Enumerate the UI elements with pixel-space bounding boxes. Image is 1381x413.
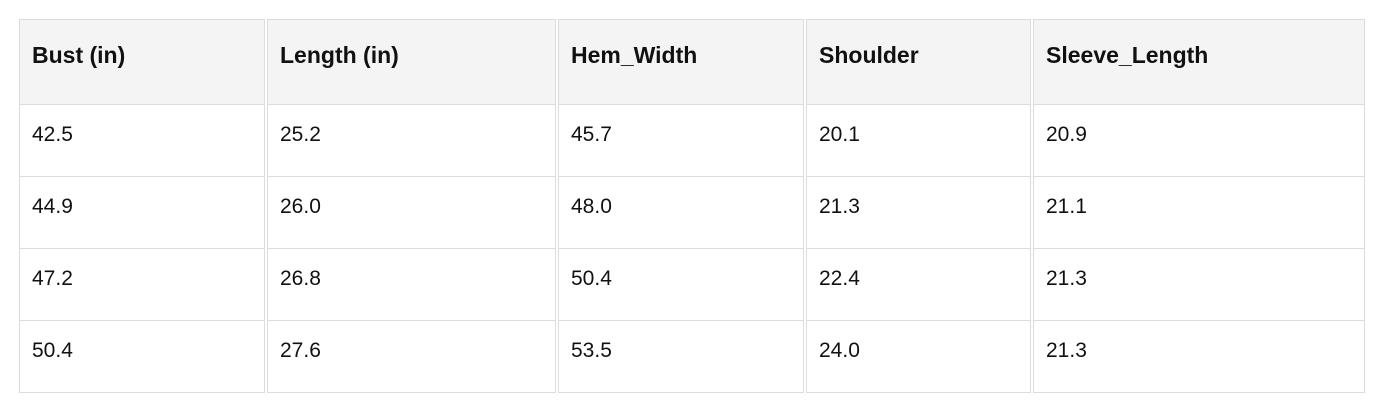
table-cell: 26.8 <box>267 249 556 321</box>
table-cell: 50.4 <box>19 321 265 393</box>
table-row: 44.9 26.0 48.0 21.3 21.1 <box>19 177 1365 249</box>
table-cell: 20.1 <box>806 105 1031 177</box>
table-cell: 24.0 <box>806 321 1031 393</box>
table-cell: 26.0 <box>267 177 556 249</box>
table-cell: 53.5 <box>558 321 804 393</box>
table-cell: 27.6 <box>267 321 556 393</box>
column-header: Length (in) <box>267 19 556 105</box>
measurements-table: Bust (in) Length (in) Hem_Width Shoulder… <box>17 19 1367 393</box>
header-row: Bust (in) Length (in) Hem_Width Shoulder… <box>19 19 1365 105</box>
column-header: Hem_Width <box>558 19 804 105</box>
table-cell: 21.3 <box>1033 321 1365 393</box>
table-cell: 22.4 <box>806 249 1031 321</box>
table-cell: 25.2 <box>267 105 556 177</box>
table-cell: 50.4 <box>558 249 804 321</box>
table-cell: 21.3 <box>806 177 1031 249</box>
table-cell: 45.7 <box>558 105 804 177</box>
column-header: Shoulder <box>806 19 1031 105</box>
table-cell: 21.3 <box>1033 249 1365 321</box>
table-cell: 20.9 <box>1033 105 1365 177</box>
table-row: 47.2 26.8 50.4 22.4 21.3 <box>19 249 1365 321</box>
table-cell: 42.5 <box>19 105 265 177</box>
column-header: Bust (in) <box>19 19 265 105</box>
table-cell: 44.9 <box>19 177 265 249</box>
column-header: Sleeve_Length <box>1033 19 1365 105</box>
table-row: 50.4 27.6 53.5 24.0 21.3 <box>19 321 1365 393</box>
table-cell: 48.0 <box>558 177 804 249</box>
table-row: 42.5 25.2 45.7 20.1 20.9 <box>19 105 1365 177</box>
table-cell: 21.1 <box>1033 177 1365 249</box>
table-cell: 47.2 <box>19 249 265 321</box>
